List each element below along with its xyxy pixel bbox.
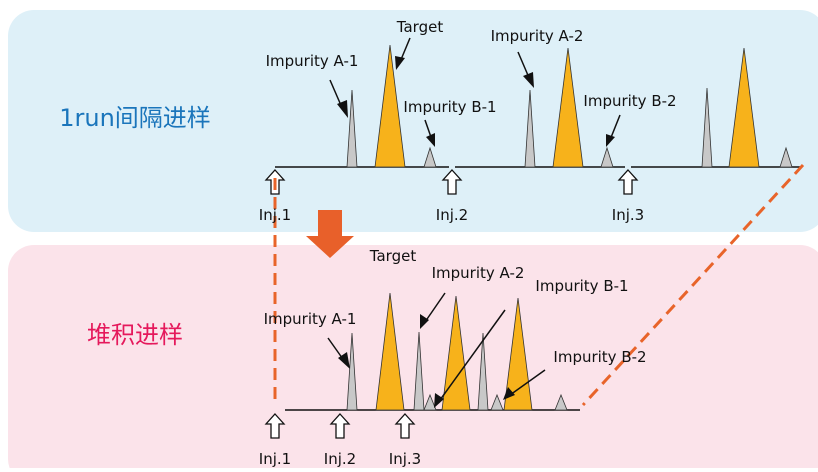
top-panel (8, 10, 818, 232)
dashed-links (273, 163, 805, 407)
peak (524, 89, 536, 168)
peaks (346, 44, 793, 411)
peak (374, 44, 406, 168)
injection-arrows (264, 169, 639, 439)
peak (600, 146, 614, 168)
peak (552, 47, 584, 168)
peak (490, 393, 504, 411)
peak (477, 332, 489, 411)
peak (423, 146, 437, 168)
pointer-heads (337, 56, 615, 408)
injection-arrow (441, 169, 463, 195)
label: Impurity B-2 (583, 92, 676, 110)
label: Impurity A-1 (264, 310, 357, 328)
label: Impurity B-1 (535, 277, 628, 295)
injection-label: Inj.1 (259, 450, 291, 468)
label: Impurity A-2 (432, 264, 525, 282)
peak (375, 292, 405, 411)
injection-arrow (394, 413, 416, 439)
peak (441, 295, 471, 411)
bottom-panel (8, 245, 818, 472)
peak (346, 332, 358, 411)
injection-arrow (264, 413, 286, 439)
top-title: 1run间隔进样 (59, 104, 211, 132)
label: Impurity A-1 (266, 52, 359, 70)
injection-arrow (617, 169, 639, 195)
injection-label: Inj.2 (436, 206, 468, 224)
peak (728, 47, 760, 168)
injection-label: Inj.1 (259, 206, 291, 224)
peak (346, 89, 358, 168)
peak (701, 87, 713, 168)
label: Impurity B-2 (553, 348, 646, 366)
label: Target (369, 247, 417, 265)
injection-label: Inj.2 (324, 450, 356, 468)
label: Impurity B-1 (403, 98, 496, 116)
peak (423, 393, 437, 411)
peak (554, 393, 568, 411)
peak (413, 331, 425, 411)
label: Impurity A-2 (491, 27, 584, 45)
injection-label: Inj.3 (612, 206, 644, 224)
peak (779, 146, 793, 168)
bottom-title: 堆积进样 (87, 321, 183, 349)
label: Target (396, 18, 444, 36)
injection-label: Inj.3 (389, 450, 421, 468)
injection-arrow (329, 413, 351, 439)
transition-arrow (306, 210, 354, 258)
peak (503, 297, 533, 411)
